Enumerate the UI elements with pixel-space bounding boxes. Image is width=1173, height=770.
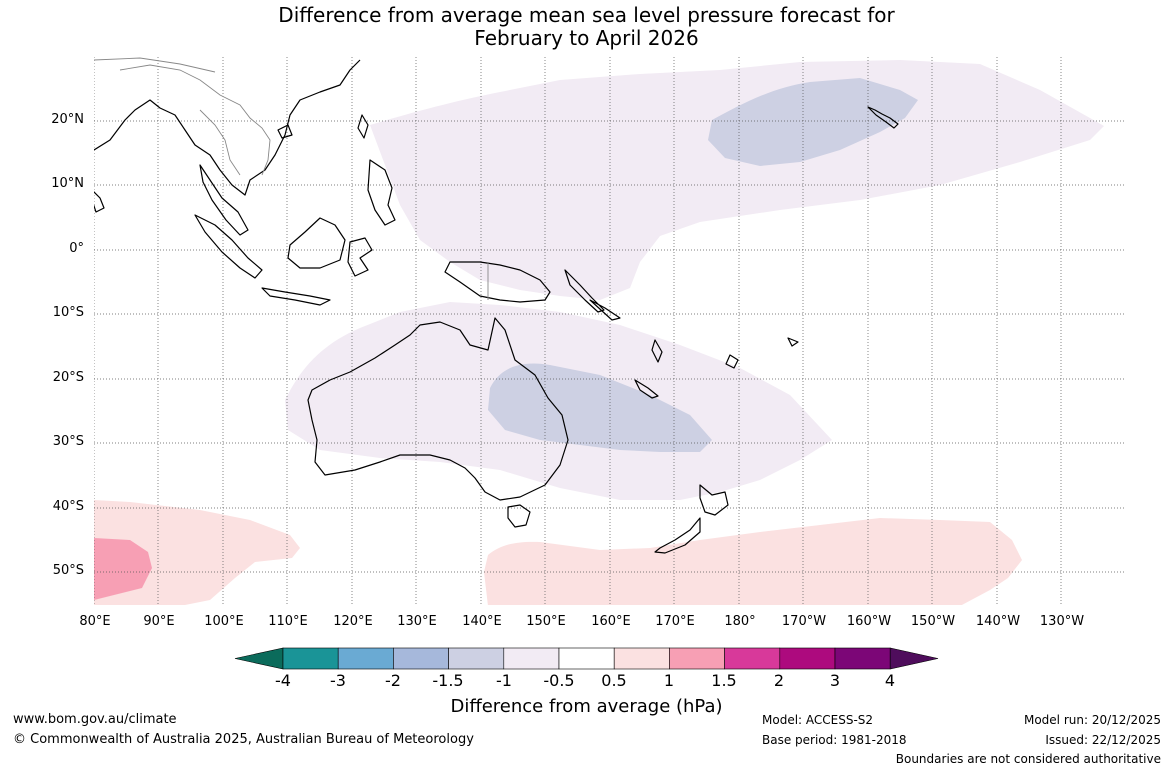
colorbar-tick: -4 — [275, 671, 291, 690]
colorbar-tick: 0.5 — [601, 671, 627, 690]
coast-java — [261, 287, 331, 306]
coast-malay-peninsula — [199, 164, 249, 236]
lon-label-110e: 110°E — [268, 614, 308, 629]
coast-philippines — [367, 159, 396, 226]
coast-sri-lanka — [94, 191, 105, 213]
coast-australia — [307, 317, 569, 501]
coast-tasmania — [507, 504, 531, 528]
lon-label-90e: 90°E — [143, 614, 175, 629]
boundaries-disclaimer: Boundaries are not considered authoritat… — [895, 752, 1161, 766]
colorbar-tick: -0.5 — [543, 671, 575, 690]
coast-mainland-asia — [94, 59, 361, 196]
colorbar-tick: 4 — [884, 671, 896, 690]
colorbar-swatch — [613, 647, 670, 670]
lon-label-170e: 170°E — [655, 614, 695, 629]
colorbar-tick: -1.5 — [432, 671, 464, 690]
coast-vanuatu — [651, 339, 663, 363]
country-borders — [94, 57, 489, 300]
coast-fiji — [725, 337, 799, 369]
lon-label-150w: 150°W — [910, 614, 956, 629]
lat-label-30s: 30°S — [52, 434, 84, 449]
anomaly-region-north-neg-weak — [370, 60, 1104, 300]
title-line-1: Difference from average mean sea level p… — [278, 3, 895, 27]
coast-borneo — [287, 217, 346, 269]
colorbar-swatch — [834, 647, 891, 670]
coast-solomons — [564, 269, 621, 321]
lon-label-150e: 150°E — [526, 614, 566, 629]
coast-hawaii — [867, 106, 899, 129]
colorbar-swatch — [337, 647, 394, 670]
issued-date: Issued: 22/12/2025 — [1045, 733, 1161, 747]
website-link[interactable]: www.bom.gov.au/climate — [13, 712, 177, 727]
colorbar-tick: -2 — [385, 671, 401, 690]
anomaly-region-southeast-pos-weak — [484, 518, 1022, 605]
coast-sumatra — [194, 214, 263, 279]
base-period: Base period: 1981-2018 — [762, 733, 907, 747]
coast-taiwan — [357, 114, 369, 139]
lon-label-140w: 140°W — [975, 614, 1021, 629]
lat-label-20n: 20°N — [51, 112, 84, 127]
colorbar-tick: 1.5 — [711, 671, 737, 690]
colorbar-title: Difference from average (hPa) — [450, 696, 723, 717]
coast-hainan — [277, 124, 293, 139]
anomaly-region-south-neg-mod — [488, 363, 712, 452]
colorbar-swatch — [393, 647, 449, 670]
copyright-text: © Commonwealth of Australia 2025, Austra… — [13, 732, 474, 747]
lat-label-20s: 20°S — [52, 370, 84, 385]
model-run-date: Model run: 20/12/2025 — [1023, 713, 1161, 727]
lon-label-130e: 130°E — [397, 614, 437, 629]
lon-label-120e: 120°E — [333, 614, 373, 629]
colorbar-arrow-low — [234, 647, 284, 670]
colorbar-tick: 1 — [663, 671, 675, 690]
colorbar — [234, 647, 939, 670]
coast-new-guinea — [444, 261, 551, 303]
lat-label-10n: 10°N — [51, 176, 84, 191]
colorbar-swatch — [558, 647, 615, 670]
colorbar-swatch — [779, 647, 836, 670]
colorbar-tick: 2 — [773, 671, 785, 690]
lon-label-130w: 130°W — [1039, 614, 1085, 629]
coast-new-caledonia — [634, 379, 659, 399]
coast-sulawesi — [347, 237, 373, 277]
title-line-2: February to April 2026 — [474, 26, 699, 50]
lon-label-100e: 100°E — [204, 614, 244, 629]
lon-label-140e: 140°E — [462, 614, 502, 629]
colorbar-swatch — [669, 647, 725, 670]
anomaly-region-southwest-pos-mod — [94, 538, 152, 600]
colorbar-swatch — [503, 647, 560, 670]
lat-label-40s: 40°S — [52, 499, 84, 514]
coast-new-zealand-south — [654, 517, 701, 554]
chart-title: Difference from average mean sea level p… — [0, 4, 1173, 50]
lon-label-170w: 170°W — [781, 614, 827, 629]
lon-label-160e: 160°E — [591, 614, 631, 629]
colorbar-tick: -1 — [496, 671, 512, 690]
lat-label-50s: 50°S — [52, 563, 84, 578]
lon-label-80e: 80°E — [79, 614, 111, 629]
colorbar-arrow-high — [889, 647, 939, 670]
lat-label-10s: 10°S — [52, 305, 84, 320]
colorbar-swatch — [724, 647, 781, 670]
colorbar-tick: 3 — [829, 671, 841, 690]
model-name: Model: ACCESS-S2 — [762, 713, 874, 727]
coast-new-zealand-north — [699, 484, 729, 516]
lon-label-160w: 160°W — [846, 614, 892, 629]
graticule — [94, 57, 1126, 605]
coastlines — [94, 59, 899, 554]
colorbar-tick: -3 — [330, 671, 346, 690]
colorbar-swatch — [448, 647, 505, 670]
anomaly-region-north-neg-mod — [708, 78, 918, 166]
lon-label-180: 180° — [724, 614, 756, 629]
lat-label-0: 0° — [69, 241, 84, 256]
colorbar-swatch — [282, 647, 339, 670]
